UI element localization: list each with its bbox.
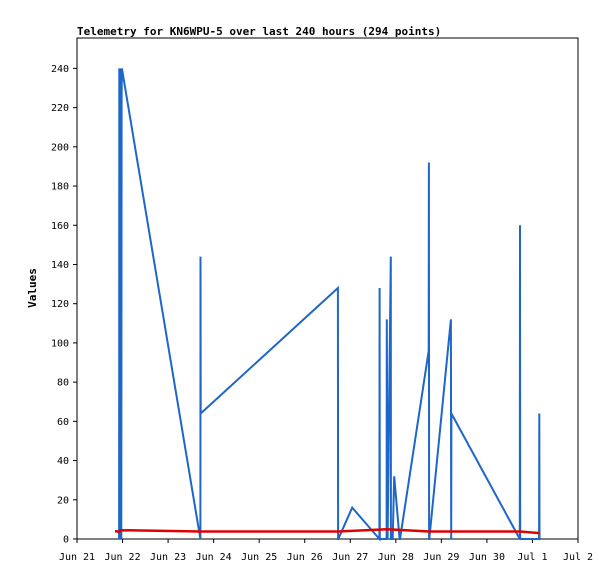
y-tick-label-100: 100	[51, 338, 69, 349]
x-axis: Jun 21 Jun 22 Jun 23 Jun 24 Jun 25 Jun 26 Jun …	[59, 539, 593, 563]
y-tick-label-20: 20	[57, 495, 69, 506]
y-tick-label-120: 120	[51, 299, 69, 310]
y-tick-label-80: 80	[57, 378, 69, 389]
x-tick-label-5: Jun 26	[287, 552, 323, 563]
series-line-0	[118, 68, 541, 542]
y-tick-label-200: 200	[51, 142, 69, 153]
x-tick-label-11: Jul 2	[563, 552, 593, 563]
y-tick-label-240: 240	[51, 64, 69, 75]
y-axis: 0 20 40 60 80 100 120 140 160 180 200 220 240	[51, 64, 77, 546]
x-tick-label-9: Jun 30	[469, 552, 505, 563]
x-tick-label-10: Jul 1	[517, 552, 547, 563]
y-tick-label-180: 180	[51, 182, 69, 193]
x-tick-label-7: Jun 28	[378, 552, 414, 563]
x-tick-label-3: Jun 24	[196, 552, 232, 563]
x-tick-label-0: Jun 21	[59, 552, 95, 563]
y-tick-label-60: 60	[57, 417, 69, 428]
y-tick-label-140: 140	[51, 260, 69, 271]
series-line-1	[115, 527, 540, 535]
y-axis-title: Values	[26, 268, 39, 308]
plot-area-frame	[76, 37, 579, 540]
x-tick-label-6: Jun 27	[332, 552, 368, 563]
x-tick-label-8: Jun 29	[423, 552, 459, 563]
x-tick-label-1: Jun 22	[104, 552, 140, 563]
y-tick-label-0: 0	[63, 535, 69, 546]
y-tick-label-220: 220	[51, 103, 69, 114]
y-tick-label-160: 160	[51, 221, 69, 232]
chart-title: Telemetry for KN6WPU-5 over last 240 hou…	[77, 25, 441, 38]
y-tick-label-40: 40	[57, 456, 69, 467]
x-tick-label-4: Jun 25	[241, 552, 277, 563]
x-tick-label-2: Jun 23	[150, 552, 186, 563]
series-layer	[115, 68, 541, 542]
